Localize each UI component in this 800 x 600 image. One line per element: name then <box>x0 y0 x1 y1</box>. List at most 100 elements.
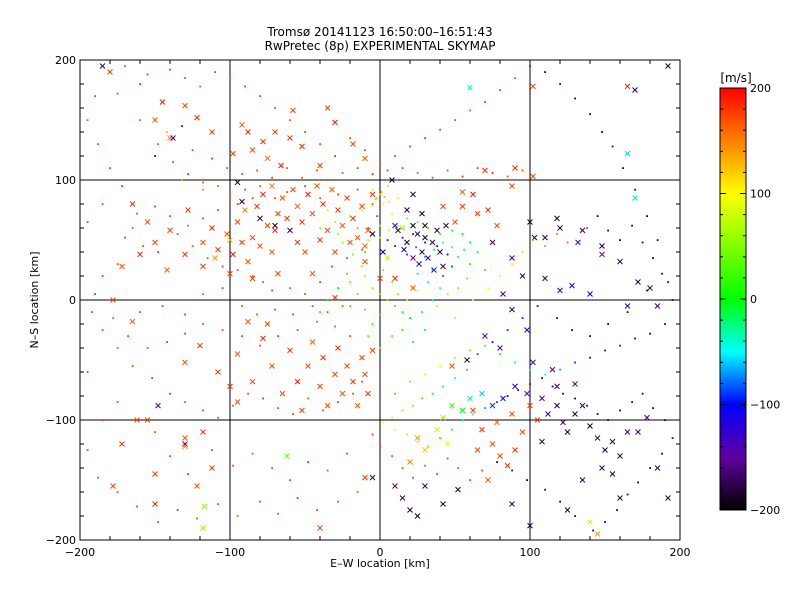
cross-marker <box>422 483 428 489</box>
dot-marker <box>199 85 201 88</box>
dot-marker <box>476 251 479 253</box>
x-tick-label: −200 <box>65 546 95 559</box>
cross-marker <box>167 227 173 234</box>
cross-marker <box>617 495 623 501</box>
dot-marker <box>521 317 524 319</box>
dot-marker <box>544 488 546 491</box>
x-tick-label: 200 <box>670 546 691 559</box>
cross-marker <box>624 83 631 90</box>
dot-marker <box>631 401 633 403</box>
dot-marker <box>187 473 189 475</box>
cross-marker <box>527 402 533 409</box>
dot-marker <box>391 416 393 419</box>
dot-marker <box>364 308 366 311</box>
cross-marker <box>512 165 518 171</box>
cross-marker <box>362 243 368 249</box>
cross-marker <box>182 441 188 447</box>
dot-marker <box>364 251 366 253</box>
cross-marker <box>500 291 506 297</box>
cross-marker <box>200 429 206 435</box>
dot-marker <box>596 215 599 217</box>
dot-marker <box>436 473 438 475</box>
dot-marker <box>361 248 363 251</box>
cross-marker <box>294 203 301 210</box>
dot-marker <box>316 320 318 323</box>
dot-marker <box>451 428 453 431</box>
dot-marker <box>421 397 423 400</box>
cross-marker <box>414 513 421 519</box>
dot-marker <box>634 188 636 191</box>
dot-marker <box>641 241 644 244</box>
cross-marker <box>554 215 560 222</box>
cross-marker <box>182 251 188 258</box>
dot-marker <box>157 143 159 145</box>
dot-marker <box>424 464 426 467</box>
cross-marker <box>333 544 338 549</box>
dot-marker <box>326 469 329 472</box>
dot-marker <box>271 467 273 469</box>
cross-marker <box>479 390 485 397</box>
cross-marker <box>264 321 271 327</box>
y-tick-label: 100 <box>55 174 76 187</box>
dot-marker <box>256 169 258 172</box>
cross-marker <box>335 207 341 213</box>
dot-marker <box>229 77 231 79</box>
dot-marker <box>259 500 261 503</box>
cross-marker <box>479 426 485 433</box>
dot-marker <box>436 305 438 307</box>
cross-marker <box>350 215 356 222</box>
dot-marker <box>388 229 390 232</box>
dot-marker <box>544 373 546 376</box>
cross-marker <box>489 402 496 409</box>
dot-marker <box>296 497 299 499</box>
dot-marker <box>394 245 396 247</box>
cross-marker <box>264 155 271 162</box>
cross-marker <box>324 402 331 409</box>
cross-marker <box>617 258 623 265</box>
cross-marker <box>290 186 296 193</box>
dot-marker <box>457 467 459 469</box>
cross-marker <box>401 246 407 253</box>
dot-marker <box>379 161 381 163</box>
dot-marker <box>181 125 183 127</box>
dot-marker <box>356 491 359 493</box>
cross-marker <box>320 354 326 361</box>
cross-marker <box>242 207 248 213</box>
dot-marker <box>412 404 414 407</box>
dot-marker <box>391 212 393 215</box>
dot-marker <box>622 167 624 169</box>
cross-marker <box>437 249 443 255</box>
dot-marker <box>424 241 426 244</box>
dot-marker <box>251 452 254 455</box>
dot-marker <box>341 172 344 174</box>
dot-marker <box>416 440 419 443</box>
cross-marker <box>564 507 571 513</box>
dot-marker <box>401 311 404 313</box>
cross-marker <box>519 273 526 279</box>
dot-marker <box>206 257 209 259</box>
cross-marker <box>399 495 406 501</box>
dot-marker <box>439 233 441 235</box>
cross-marker <box>500 395 506 402</box>
cross-marker <box>234 399 241 405</box>
dot-marker <box>131 365 134 367</box>
dot-marker <box>157 251 159 253</box>
dot-marker <box>469 263 471 265</box>
cross-marker <box>482 333 488 339</box>
dot-marker <box>337 287 339 289</box>
dot-marker <box>349 215 351 217</box>
cross-marker <box>182 102 188 109</box>
dot-marker <box>436 245 438 247</box>
cross-marker <box>624 429 631 435</box>
cross-marker <box>227 237 233 243</box>
cross-marker <box>482 167 488 174</box>
cross-marker <box>152 239 158 246</box>
dot-marker <box>427 227 429 229</box>
cross-marker <box>249 378 256 385</box>
cross-marker <box>579 227 586 234</box>
dot-marker <box>277 407 279 409</box>
dot-marker <box>481 469 483 472</box>
x-tick-label: 0 <box>377 546 384 559</box>
cross-marker <box>239 121 245 128</box>
dot-marker <box>116 401 119 403</box>
